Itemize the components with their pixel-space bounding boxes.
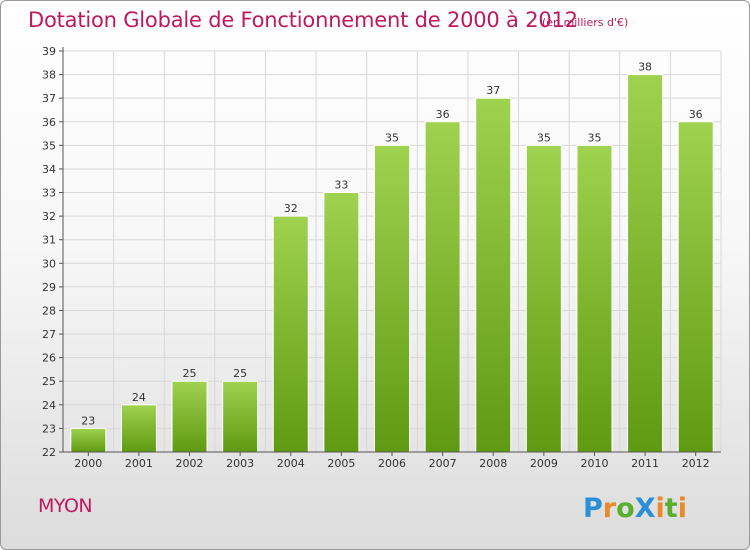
svg-text:ProXiti: ProXiti: [583, 493, 687, 524]
bars: 23 24 25 25 32 33 35 36 37 35 35 38 36: [70, 61, 714, 453]
y-tick-label: 32: [42, 210, 56, 223]
x-tick-label: 2007: [429, 457, 457, 470]
x-tick-label: 2004: [277, 457, 305, 470]
data-label: 36: [436, 108, 450, 121]
y-tick-label: 29: [42, 281, 56, 294]
bar: [222, 380, 259, 453]
data-label: 24: [132, 391, 146, 404]
bar: [627, 74, 664, 453]
y-tick-label: 35: [42, 139, 56, 152]
y-tick-label: 26: [42, 352, 56, 365]
x-tick-label: 2000: [74, 457, 102, 470]
y-tick-label: 27: [42, 328, 56, 341]
y-tick-label: 39: [42, 45, 56, 58]
y-tick-label: 30: [42, 257, 56, 270]
y-tick-label: 23: [42, 422, 56, 435]
data-label: 32: [284, 202, 298, 215]
data-label: 37: [486, 84, 500, 97]
data-label: 36: [689, 108, 703, 121]
data-label: 25: [183, 367, 197, 380]
bar: [424, 121, 461, 453]
x-tick-label: 2009: [530, 457, 558, 470]
data-label: 35: [537, 131, 551, 144]
y-tick-label: 37: [42, 92, 56, 105]
data-label: 23: [81, 414, 95, 427]
commune-name: MYON: [38, 495, 93, 517]
y-tick-label: 34: [42, 163, 56, 176]
data-label: 35: [385, 131, 399, 144]
data-label: 25: [233, 367, 247, 380]
x-tick-label: 2006: [378, 457, 406, 470]
bar: [272, 215, 309, 453]
data-label: 38: [638, 61, 652, 74]
y-tick-label: 36: [42, 116, 56, 129]
x-tick-label: 2003: [226, 457, 254, 470]
y-tick-label: 33: [42, 187, 56, 200]
y-tick-label: 31: [42, 234, 56, 247]
x-tick-label: 2008: [479, 457, 507, 470]
x-tick-label: 2001: [125, 457, 153, 470]
y-tick-label: 22: [42, 446, 56, 459]
bar: [120, 404, 157, 453]
x-tick-label: 2012: [682, 457, 710, 470]
y-tick-label: 38: [42, 69, 56, 82]
data-label: 33: [334, 179, 348, 192]
bar: [70, 427, 107, 453]
x-tick-label: 2002: [176, 457, 204, 470]
x-tick-label: 2005: [327, 457, 355, 470]
bar: [475, 97, 512, 453]
bar: [576, 144, 613, 453]
chart-unit-label: (en milliers d'€): [542, 16, 629, 29]
y-tick-label: 25: [42, 375, 56, 388]
x-tick-label: 2011: [631, 457, 659, 470]
data-label: 35: [587, 131, 601, 144]
y-tick-label: 28: [42, 304, 56, 317]
bar: [171, 380, 208, 453]
x-tick-label: 2010: [580, 457, 608, 470]
chart-title: Dotation Globale de Fonctionnement de 20…: [28, 8, 578, 32]
bar: [525, 144, 562, 453]
bar: [374, 144, 410, 453]
proxiti-logo: ProXiti: [583, 493, 687, 524]
bar: [677, 121, 714, 453]
y-tick-label: 24: [42, 399, 56, 412]
bar: [323, 192, 360, 453]
axes: 22 23 24 25 26 27 28 29 30 31 32 33 34 35 36 37 38 39 2000…: [42, 45, 721, 470]
